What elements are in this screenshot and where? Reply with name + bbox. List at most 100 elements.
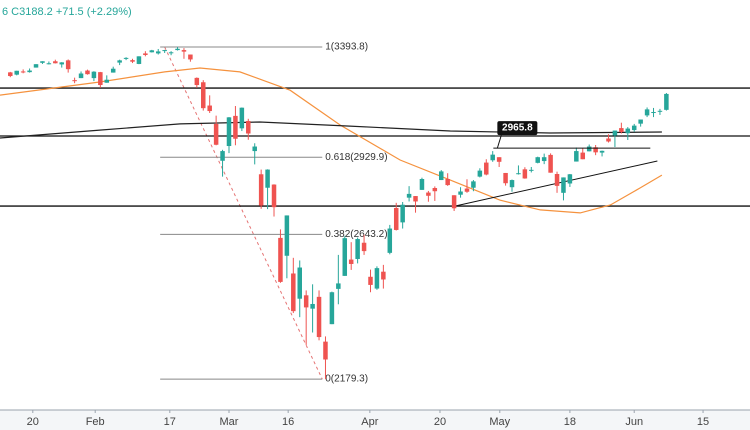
candle-body (40, 61, 45, 63)
candle-body (458, 191, 463, 195)
candle-body (143, 53, 148, 55)
candle-body (451, 195, 457, 209)
x-tick-label: May (489, 416, 510, 428)
candle-body (529, 169, 534, 171)
candle-body (316, 296, 322, 338)
candle-body (291, 273, 296, 312)
candle-body (188, 54, 193, 60)
candle-body (220, 151, 225, 161)
price-tag-label: 2965.8 (502, 123, 533, 134)
candle-body (123, 57, 129, 59)
candle-body (201, 82, 206, 109)
candle-body (355, 239, 360, 259)
candle-body (413, 196, 418, 202)
candle-body (471, 181, 476, 188)
header-quote: 6 C3188.2 +71.5 (+2.29%) (2, 6, 132, 18)
candle-body (162, 50, 167, 52)
candle-body (104, 79, 110, 83)
candle-body (329, 292, 335, 325)
candle-body (246, 120, 251, 134)
candle-body (445, 178, 450, 186)
candle-body (567, 174, 573, 184)
candle-body (348, 259, 354, 264)
candle-body (393, 208, 399, 230)
candle-body (548, 154, 553, 173)
x-tick-label: Apr (361, 416, 378, 428)
candle-body (361, 242, 367, 252)
candle-body (72, 80, 77, 82)
candle-body (586, 146, 592, 152)
candle-body (342, 238, 348, 276)
candle-body (406, 193, 412, 198)
candle-body (664, 93, 669, 110)
x-axis-band (0, 410, 750, 430)
candle-body (606, 138, 611, 142)
x-tick-label: 15 (697, 416, 709, 428)
candle-body (599, 150, 605, 153)
candle-body (284, 215, 290, 256)
candle-body (20, 71, 26, 73)
fib-label: 0.382(2643.2) (325, 229, 387, 240)
candle-body (8, 72, 13, 77)
candle-body (381, 271, 386, 280)
candle-body (522, 169, 528, 179)
candle-body (625, 128, 631, 134)
candle-body (310, 303, 315, 309)
x-tick-label: 16 (282, 416, 294, 428)
candle-body (226, 117, 232, 147)
candle-body (484, 162, 489, 175)
candle-body (631, 125, 637, 131)
candle-body (239, 107, 245, 129)
candle-body (271, 184, 277, 208)
candle-body (419, 178, 425, 190)
candle-body (651, 112, 656, 114)
candle-body (194, 77, 200, 86)
candle-body (503, 172, 508, 184)
candle-body (619, 128, 624, 133)
candle-body (432, 188, 438, 192)
candle-body (400, 204, 405, 223)
candle-body (496, 157, 502, 162)
candle-body (59, 62, 65, 65)
candle-body (336, 283, 341, 289)
candle-body (278, 237, 283, 282)
candle-body (252, 146, 257, 152)
candle-body (490, 154, 495, 161)
candle-body (136, 56, 142, 64)
candle-body (207, 105, 212, 112)
candle-body (155, 51, 161, 54)
candle-body (149, 50, 155, 53)
candle-body (65, 60, 71, 70)
fib-diagonal (164, 46, 323, 380)
candle-body (117, 60, 122, 63)
candle-body (213, 123, 219, 145)
x-tick-label: Feb (86, 416, 105, 428)
x-tick-label: Jun (625, 416, 643, 428)
candle-body (181, 50, 187, 52)
fib-label: 0.618(2929.9) (325, 152, 387, 163)
candle-body (168, 52, 174, 54)
candle-body (323, 341, 328, 360)
x-tick-label: Mar (220, 416, 239, 428)
candle-body (516, 173, 521, 175)
fib-label: 1(3393.8) (325, 42, 368, 53)
candle-body (98, 72, 103, 86)
moving-average (0, 67, 663, 214)
candle-body (14, 70, 19, 75)
candle-body (265, 169, 270, 188)
candle-body (387, 228, 393, 253)
candle-body (368, 276, 373, 285)
candle-body (258, 174, 264, 206)
candle-body (110, 68, 116, 73)
price-tag-pointer (496, 134, 502, 149)
candle-body (91, 71, 97, 79)
candle-body (464, 188, 470, 192)
x-tick-label: 20 (27, 416, 39, 428)
candle-body (638, 119, 643, 124)
candle-body (233, 115, 238, 139)
candle-body (426, 192, 431, 196)
candle-body (27, 70, 32, 73)
candle-body (554, 174, 560, 186)
candle-body (574, 151, 579, 162)
